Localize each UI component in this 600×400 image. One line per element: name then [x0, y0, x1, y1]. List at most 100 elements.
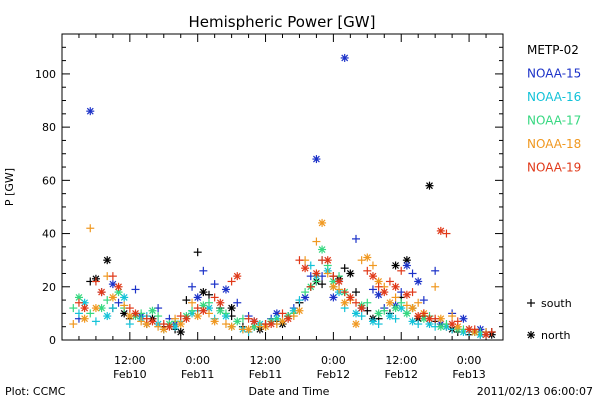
data-point-south: [408, 269, 417, 278]
data-point-north: [402, 261, 411, 270]
y-tick-label: 0: [49, 334, 56, 347]
series-noaa-19: [74, 226, 496, 339]
plot-frame: [61, 33, 504, 341]
data-points: [69, 53, 496, 339]
data-point-north: [340, 53, 349, 62]
legend-entry: NOAA-19: [527, 161, 581, 175]
data-point-north: [176, 328, 185, 337]
x-tick-day-label: Feb13: [452, 368, 485, 381]
marker-legend-plus: [527, 299, 535, 307]
marker-legend: south north: [527, 297, 572, 342]
data-point-north: [346, 269, 355, 278]
data-point-north: [176, 320, 185, 329]
data-point-south: [397, 266, 406, 275]
data-point-south: [199, 266, 208, 275]
data-point-south: [114, 298, 123, 307]
legend-entry: METP-02: [527, 43, 579, 57]
data-point-north: [352, 309, 360, 318]
data-point-north: [216, 306, 225, 315]
data-point-north: [114, 288, 123, 297]
data-point-north: [408, 317, 417, 326]
data-point-north: [210, 317, 219, 326]
data-point-south: [448, 312, 457, 321]
data-point-south: [120, 301, 129, 310]
data-point-south: [368, 285, 377, 294]
data-point-north: [86, 107, 95, 116]
data-point-north: [374, 309, 383, 318]
x-tick-day-label: Feb11: [249, 368, 282, 381]
data-point-north: [221, 285, 230, 294]
data-point-south: [69, 320, 78, 329]
data-point-south: [210, 293, 219, 302]
x-tick-time-label: 12:00: [114, 354, 146, 367]
y-axis-label: P [GW]: [3, 168, 16, 206]
data-point-south: [171, 314, 180, 323]
legend: METP-02 NOAA-15 NOAA-16 NOAA-17 NOAA-18 NOAA-…: [527, 43, 581, 175]
data-point-north: [414, 312, 423, 321]
data-point-north: [329, 282, 338, 291]
data-point-north: [425, 314, 434, 323]
data-point-south: [74, 309, 83, 318]
series-noaa-15: [74, 53, 491, 337]
legend-entry: NOAA-15: [527, 67, 581, 81]
data-point-south: [91, 317, 100, 326]
y-tick-label: 40: [42, 228, 56, 241]
x-tick-time-label: 0:00: [457, 354, 482, 367]
data-point-north: [148, 306, 157, 315]
data-point-north: [227, 304, 236, 313]
data-point-south: [301, 288, 310, 297]
x-axis-label: Date and Time: [249, 385, 330, 398]
data-point-south: [69, 304, 78, 313]
x-tick-time-label: 0:00: [185, 354, 210, 367]
data-point-south: [86, 309, 95, 318]
data-point-south: [193, 248, 202, 257]
data-point-north: [391, 304, 400, 313]
data-point-north: [250, 317, 259, 326]
data-point-south: [295, 296, 304, 305]
data-point-north: [385, 312, 394, 321]
data-point-north: [335, 277, 344, 286]
data-point-north: [340, 298, 349, 307]
data-point-north: [108, 293, 117, 302]
marker-legend-label: north: [541, 329, 571, 342]
data-point-north: [482, 330, 491, 339]
data-point-north: [91, 304, 100, 313]
data-point-north: [148, 317, 157, 326]
plot-timestamp: 2011/02/13 06:00:07: [477, 385, 593, 398]
data-point-south: [340, 264, 349, 273]
x-tick-time-label: 0:00: [321, 354, 346, 367]
y-tick-label: 60: [42, 174, 56, 187]
data-point-north: [368, 317, 377, 326]
y-tick-label: 80: [42, 121, 56, 134]
data-point-north: [199, 306, 208, 315]
legend-entry: NOAA-17: [527, 114, 581, 128]
data-point-south: [414, 298, 423, 307]
series-metp-02: [86, 181, 496, 339]
data-point-north: [459, 314, 468, 323]
y-axis: 0 20 40 60 80 100: [35, 33, 503, 347]
data-point-north: [233, 317, 242, 326]
data-point-north: [267, 320, 276, 329]
data-point-south: [352, 234, 360, 243]
data-point-north: [216, 298, 225, 307]
data-point-north: [244, 325, 253, 334]
data-point-north: [227, 322, 236, 331]
chart-title: Hemispheric Power [GW]: [189, 13, 376, 31]
data-point-north: [368, 272, 377, 281]
data-point-north: [120, 293, 129, 302]
data-point-south: [323, 269, 332, 278]
data-point-north: [465, 325, 474, 334]
data-point-south: [108, 304, 117, 313]
data-point-north: [402, 309, 411, 318]
data-point-south: [374, 282, 383, 291]
data-point-north: [391, 282, 400, 291]
data-point-north: [301, 264, 310, 273]
data-point-north: [131, 309, 140, 318]
data-point-north: [329, 293, 338, 302]
data-point-south: [431, 282, 440, 291]
x-tick-day-label: Feb11: [181, 368, 214, 381]
data-point-south: [91, 277, 100, 286]
data-point-south: [233, 298, 242, 307]
data-point-north: [284, 314, 293, 323]
data-point-south: [368, 261, 377, 270]
